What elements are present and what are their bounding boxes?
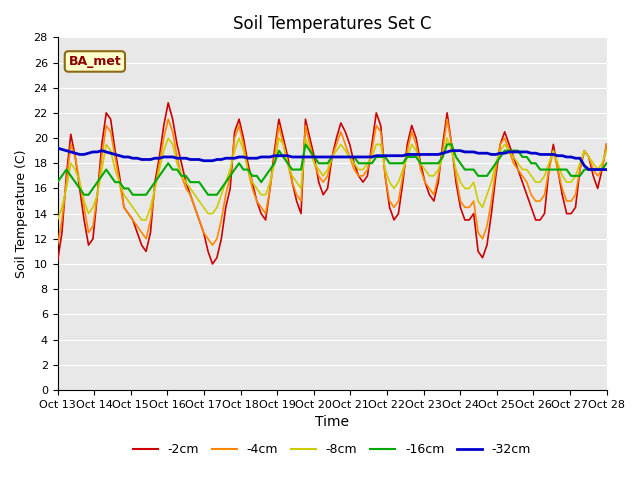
Legend: -2cm, -4cm, -8cm, -16cm, -32cm: -2cm, -4cm, -8cm, -16cm, -32cm (128, 438, 536, 461)
Title: Soil Temperatures Set C: Soil Temperatures Set C (233, 15, 431, 33)
Y-axis label: Soil Temperature (C): Soil Temperature (C) (15, 149, 28, 278)
Text: BA_met: BA_met (68, 55, 121, 68)
X-axis label: Time: Time (315, 415, 349, 429)
